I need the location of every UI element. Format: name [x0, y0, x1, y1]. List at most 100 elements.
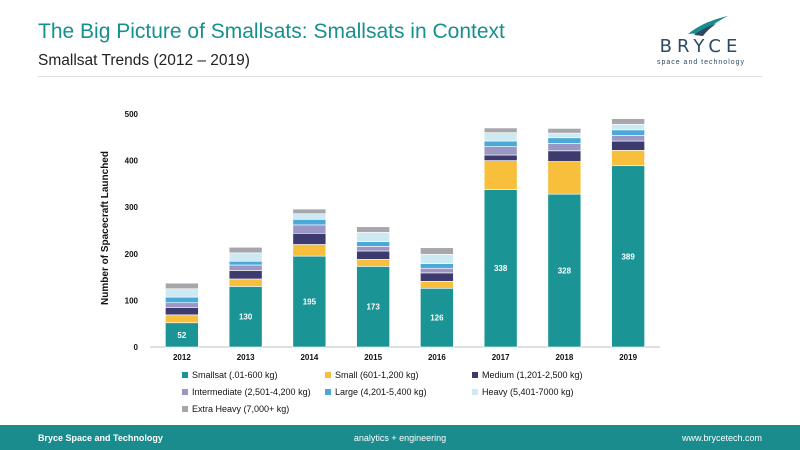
bar-segment-2018-s2 [547, 150, 582, 162]
bar-segment-2019-s1 [611, 150, 645, 167]
bar-segment-2013-s2 [228, 270, 263, 280]
bar-segment-2015-s6 [356, 226, 390, 233]
bar-segment-2019-s6 [611, 118, 645, 125]
legend-swatch-1 [325, 372, 331, 378]
page-title: The Big Picture of Smallsats: Smallsats … [38, 20, 505, 43]
data-label-2013: 130 [239, 313, 253, 322]
bar-segment-2018-s5 [547, 132, 582, 139]
y-tick-label: 100 [125, 296, 139, 305]
bar-segment-2012-s5 [165, 288, 199, 298]
bar-segment-2018-s4 [547, 137, 582, 144]
legend-swatch-2 [472, 372, 478, 378]
data-label-2012: 52 [177, 331, 186, 340]
bar-segment-2014-s4 [292, 219, 327, 226]
bar-segment-2019-s2 [611, 140, 645, 151]
footer-bar: Bryce Space and Technology analytics + e… [0, 425, 800, 450]
bar-segment-2015-s0 [356, 266, 390, 348]
bar-segment-2014-s3 [292, 224, 327, 234]
bar-segment-2019-s4 [611, 129, 645, 136]
stacked-bar-chart: Number of Spacecraft Launched 0 100 200 300… [100, 110, 660, 414]
x-tick-label-2019: 2019 [619, 353, 637, 362]
data-label-2015: 173 [366, 303, 380, 312]
bar-segment-2013-s3 [228, 264, 263, 271]
bar-segment-2012-s3 [165, 302, 199, 308]
data-label-2016: 126 [430, 314, 444, 323]
legend-swatch-4 [325, 389, 331, 395]
bar-segment-2012-s1 [165, 314, 199, 324]
legend-label-1: Small (601-1,200 kg) [335, 370, 419, 380]
legend-label-2: Medium (1,201-2,500 kg) [482, 370, 583, 380]
bar-segment-2013-s1 [228, 278, 263, 287]
x-tick-label-2017: 2017 [492, 353, 510, 362]
x-tick-label-2015: 2015 [364, 353, 382, 362]
bar-segment-2013-s4 [228, 260, 263, 266]
legend-swatch-0 [182, 372, 188, 378]
data-label-2018: 328 [558, 267, 572, 276]
data-label-2017: 338 [494, 264, 508, 273]
bar-segment-2015-s3 [356, 246, 390, 252]
bar-segment-2017-s5 [483, 132, 518, 142]
y-tick-label: 200 [125, 250, 139, 259]
bar-segment-2018-s0 [547, 193, 582, 348]
x-tick-label-2018: 2018 [555, 353, 573, 362]
x-tick-label-2013: 2013 [237, 353, 255, 362]
bar-segment-2016-s6 [420, 247, 454, 255]
bar-segment-2016-s2 [420, 272, 454, 282]
bar-segment-2019-s5 [611, 123, 645, 131]
legend-swatch-6 [182, 406, 188, 412]
bar-segment-2016-s3 [420, 267, 454, 274]
bar-segment-2017-s1 [483, 160, 518, 190]
legend-label-4: Large (4,201-5,400 kg) [335, 387, 427, 397]
bar-segment-2014-s6 [292, 208, 327, 215]
x-tick-label-2014: 2014 [300, 353, 318, 362]
bar-segment-2015-s4 [356, 241, 390, 247]
data-label-2019: 389 [621, 252, 635, 261]
bryce-logo-mark-icon [688, 16, 728, 36]
chart-legend: Smallsat (.01-600 kg) Small (601-1,200 kg… [182, 370, 583, 414]
bryce-logo: BRYCE space and technology [636, 14, 766, 70]
header-divider [38, 76, 762, 77]
y-tick-label: 300 [125, 203, 139, 212]
legend-label-5: Heavy (5,401-7000 kg) [482, 387, 574, 397]
legend-swatch-3 [182, 389, 188, 395]
bar-segment-2012-s6 [165, 282, 199, 290]
bar-segment-2014-s0 [292, 255, 327, 348]
bar-segment-2016-s4 [420, 263, 454, 269]
legend-label-0: Smallsat (.01-600 kg) [192, 370, 278, 380]
bar-segment-2016-s1 [420, 280, 454, 289]
bar-segment-2015-s5 [356, 232, 390, 242]
bar-segment-2012-s0 [165, 322, 199, 348]
bar-segment-2014-s1 [292, 244, 327, 257]
bar-segment-2013-s6 [228, 246, 263, 254]
y-axis-label: Number of Spacecraft Launched [100, 151, 111, 305]
bar-segment-2012-s2 [165, 307, 199, 316]
page-subtitle: Smallsat Trends (2012 – 2019) [38, 52, 250, 69]
data-label-2014: 195 [303, 298, 317, 307]
footer-company: Bryce Space and Technology [38, 433, 163, 443]
bar-segment-2016-s0 [420, 287, 454, 348]
legend-label-6: Extra Heavy (7,000+ kg) [192, 404, 289, 414]
bar-segment-2015-s1 [356, 259, 390, 267]
bar-segment-2018-s1 [547, 161, 582, 195]
y-tick-label: 500 [125, 110, 139, 119]
bar-segment-2013-s5 [228, 252, 263, 262]
footer-tagline: analytics + engineering [353, 433, 447, 443]
x-tick-label-2012: 2012 [173, 353, 191, 362]
bar-segment-2017-s4 [483, 140, 518, 147]
footer-url[interactable]: www.brycetech.com [681, 433, 762, 443]
bar-segment-2014-s5 [292, 213, 327, 220]
bar-segment-2016-s5 [420, 253, 454, 264]
bar-segment-2014-s2 [292, 232, 327, 245]
legend-swatch-5 [472, 389, 478, 395]
chart-bars: 52 2012 130 2013 195 2014 173 2015 126 2016 338 201… [165, 118, 645, 362]
y-tick-label: 0 [134, 343, 139, 352]
bar-segment-2019-s3 [611, 135, 645, 142]
bar-segment-2018-s6 [547, 128, 582, 134]
y-tick-label: 400 [125, 157, 139, 166]
legend-label-3: Intermediate (2,501-4,200 kg) [192, 387, 311, 397]
bar-segment-2017-s6 [483, 127, 518, 133]
bar-segment-2015-s2 [356, 250, 390, 260]
bar-segment-2017-s3 [483, 146, 518, 156]
bar-segment-2012-s4 [165, 296, 199, 304]
logo-tagline: space and technology [656, 59, 746, 66]
